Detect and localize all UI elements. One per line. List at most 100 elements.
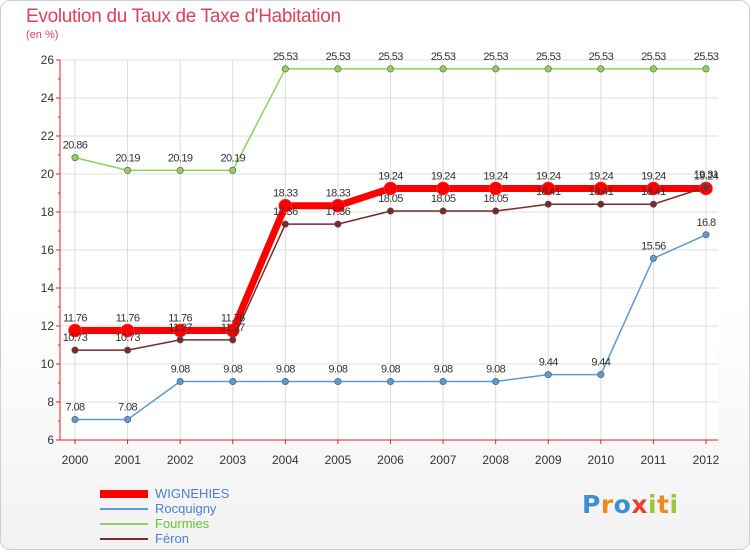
y-tick-label: 24	[41, 91, 55, 105]
data-label-wignehies: 19.24	[536, 170, 561, 182]
data-label-wignehies: 19.24	[378, 170, 403, 182]
data-point-fourmies	[649, 65, 657, 73]
data-point-fourmies	[544, 65, 552, 73]
data-label-f-ron: 10.73	[63, 332, 88, 344]
data-label-fourmies: 25.53	[483, 51, 508, 63]
data-label-rocquigny: 7.08	[65, 401, 84, 413]
data-label-fourmies: 25.53	[536, 51, 561, 63]
data-label-rocquigny: 7.08	[118, 401, 137, 413]
data-point-fourmies	[281, 65, 289, 73]
x-tick-label: 2001	[114, 453, 141, 467]
data-point-f-ron	[544, 200, 552, 208]
y-tick-label: 18	[41, 205, 55, 219]
chart-subtitle: (en %)	[26, 29, 59, 41]
data-point-f-ron	[492, 207, 500, 215]
legend-item-rocquigny: Rocquigny	[100, 501, 229, 516]
legend-swatch	[100, 522, 148, 525]
data-label-fourmies: 25.53	[694, 51, 719, 63]
y-tick-label: 14	[41, 281, 55, 295]
data-point-f-ron	[597, 200, 605, 208]
data-point-fourmies	[386, 65, 394, 73]
data-point-rocquigny	[492, 377, 500, 385]
data-label-f-ron: 18.41	[641, 186, 666, 198]
data-point-f-ron	[71, 346, 79, 354]
data-label-f-ron: 18.05	[483, 193, 508, 205]
data-point-fourmies	[702, 65, 710, 73]
data-point-rocquigny	[71, 415, 79, 423]
data-label-wignehies: 18.33	[273, 188, 298, 200]
data-point-rocquigny	[334, 377, 342, 385]
logo-letter: o	[613, 490, 632, 519]
data-label-wignehies: 19.24	[431, 170, 456, 182]
data-point-rocquigny	[597, 371, 605, 379]
y-tick-label: 8	[47, 395, 54, 409]
logo-letter: i	[648, 490, 658, 519]
data-label-wignehies: 18.33	[326, 188, 351, 200]
chart-legend: WIGNEHIES Rocquigny Fourmies Féron	[100, 486, 229, 546]
data-label-rocquigny: 9.08	[171, 363, 190, 375]
y-tick-label: 10	[41, 357, 55, 371]
data-label-fourmies: 25.53	[589, 51, 614, 63]
data-point-f-ron	[386, 207, 394, 215]
data-point-f-ron	[334, 220, 342, 228]
logo-letter: r	[600, 490, 614, 519]
data-point-wignehies	[278, 198, 293, 213]
data-point-f-ron	[702, 183, 710, 191]
data-point-rocquigny	[386, 377, 394, 385]
data-point-rocquigny	[281, 377, 289, 385]
data-label-rocquigny: 9.44	[591, 357, 610, 369]
data-label-wignehies: 11.76	[63, 313, 87, 325]
data-point-rocquigny	[649, 254, 657, 262]
data-label-f-ron: 17.36	[326, 206, 351, 218]
data-label-wignehies: 19.24	[589, 170, 614, 182]
x-tick-label: 2011	[641, 453, 667, 467]
data-label-rocquigny: 9.44	[539, 357, 558, 369]
data-point-wignehies	[383, 181, 398, 196]
data-point-fourmies	[334, 65, 342, 73]
x-tick-label: 2006	[377, 453, 404, 467]
data-label-f-ron: 19.31	[694, 169, 719, 181]
data-label-f-ron: 10.73	[115, 332, 140, 344]
data-point-fourmies	[229, 166, 237, 174]
data-label-rocquigny: 16.8	[696, 217, 715, 229]
data-label-fourmies: 25.53	[431, 51, 456, 63]
data-label-fourmies: 25.53	[273, 51, 298, 63]
data-point-fourmies	[71, 154, 79, 162]
data-point-f-ron	[281, 220, 289, 228]
logo-letter: t	[657, 490, 670, 519]
data-point-rocquigny	[439, 377, 447, 385]
data-point-rocquigny	[702, 231, 710, 239]
data-point-f-ron	[176, 336, 184, 344]
data-label-rocquigny: 9.08	[276, 363, 295, 375]
data-label-wignehies: 19.24	[483, 170, 508, 182]
proxiti-logo: Proxiti	[582, 490, 679, 519]
data-point-rocquigny	[124, 415, 132, 423]
y-tick-label: 20	[41, 167, 55, 181]
legend-swatch	[100, 489, 148, 498]
data-label-f-ron: 18.05	[378, 193, 403, 205]
data-label-f-ron: 18.41	[536, 186, 561, 198]
data-point-fourmies	[124, 166, 132, 174]
data-point-f-ron	[439, 207, 447, 215]
legend-label: WIGNEHIES	[155, 486, 230, 501]
data-point-rocquigny	[229, 377, 237, 385]
y-tick-label: 26	[41, 53, 55, 67]
legend-swatch	[100, 537, 148, 540]
data-label-rocquigny: 9.08	[381, 363, 400, 375]
data-label-wignehies: 11.76	[116, 313, 140, 325]
x-tick-label: 2005	[325, 453, 352, 467]
data-label-rocquigny: 9.08	[328, 363, 347, 375]
data-point-f-ron	[649, 200, 657, 208]
data-label-f-ron: 17.36	[273, 206, 298, 218]
data-point-f-ron	[229, 336, 237, 344]
data-label-f-ron: 11.27	[168, 322, 192, 334]
data-label-f-ron: 11.27	[221, 322, 245, 334]
data-label-f-ron: 18.41	[589, 186, 614, 198]
data-point-wignehies	[436, 181, 450, 196]
x-tick-label: 2003	[219, 453, 246, 467]
data-label-wignehies: 11.76	[168, 313, 192, 325]
chart-title: Evolution du Taux de Taxe d'Habitation	[26, 6, 341, 27]
logo-letter: P	[582, 490, 601, 519]
data-label-fourmies: 25.53	[378, 51, 403, 63]
